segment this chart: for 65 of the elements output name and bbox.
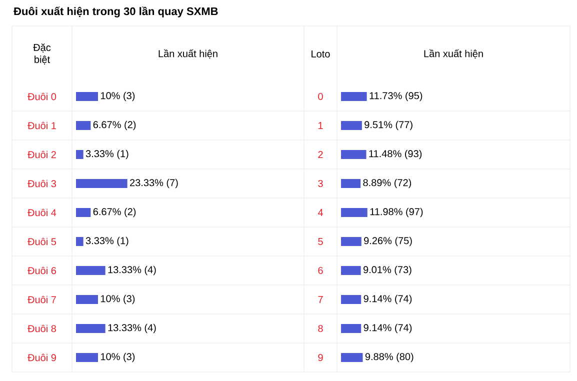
y-tick-label: 3 <box>318 180 323 188</box>
bar <box>76 237 84 246</box>
data-label: 9.14% (74) <box>364 324 412 334</box>
y-tick-label: 9 <box>318 354 323 362</box>
y-tick-label: 5 <box>318 238 323 245</box>
data-label: 10% (3) <box>100 294 135 304</box>
y-tick-label: Đuôi 3 <box>28 180 56 188</box>
bar <box>341 295 362 304</box>
y-tick-label: Đuôi 8 <box>28 324 56 332</box>
data-label: 10% (3) <box>100 92 135 102</box>
bar <box>341 92 367 101</box>
bar <box>341 324 362 333</box>
x-axis-title: Lần xuất hiện <box>158 49 218 59</box>
data-label: 3.33% (1) <box>86 150 128 160</box>
data-label: 9.26% (75) <box>364 236 412 246</box>
bar <box>76 92 98 101</box>
y-tick-label: 6 <box>318 266 323 274</box>
data-label: 10% (3) <box>100 352 135 362</box>
bar <box>341 150 366 160</box>
y-axis-title: Loto <box>312 50 330 58</box>
bar <box>76 150 84 160</box>
data-label: 11.98% (97) <box>370 208 423 218</box>
data-label: 11.73% (95) <box>370 92 422 102</box>
data-label: 13.33% (4) <box>108 324 156 334</box>
x-axis-title: Lần xuất hiện <box>424 49 483 59</box>
bar <box>341 179 361 188</box>
data-label: 6.67% (2) <box>93 120 136 130</box>
y-tick-label: 0 <box>318 92 323 100</box>
y-tick-label: 4 <box>318 209 323 216</box>
bar <box>341 208 368 217</box>
y-tick-label: 8 <box>318 324 323 332</box>
y-tick-label: Đuôi 6 <box>28 266 56 274</box>
data-label: 23.33% (7) <box>130 178 178 188</box>
y-tick-label: Đuôi 1 <box>28 122 56 130</box>
data-label: 13.33% (4) <box>108 266 156 276</box>
bar <box>76 121 91 130</box>
y-tick-label: Đuôi 0 <box>28 92 56 100</box>
data-label: 6.67% (2) <box>93 208 136 218</box>
bar <box>341 353 363 362</box>
chart-title: Đuôi xuất hiện trong 30 lần quay SXMB <box>14 6 218 18</box>
data-label: 9.88% (80) <box>365 352 414 362</box>
y-tick-label: 7 <box>318 296 323 303</box>
data-label: 9.01% (73) <box>364 266 412 276</box>
bar <box>76 353 98 362</box>
data-label: 3.33% (1) <box>86 236 128 246</box>
data-label: 8.89% (72) <box>363 178 412 188</box>
y-tick-label: 1 <box>318 122 323 129</box>
y-tick-label: Đuôi 9 <box>28 354 56 362</box>
bar <box>341 121 362 130</box>
y-tick-label: Đuôi 4 <box>28 208 56 216</box>
data-label: 9.14% (74) <box>364 294 412 304</box>
bar <box>341 266 361 275</box>
y-tick-label: Đuôi 7 <box>28 296 56 304</box>
bar <box>76 295 98 304</box>
y-tick-label: Đuôi 5 <box>28 238 56 246</box>
data-label: 11.48% (93) <box>369 150 422 160</box>
bar <box>76 179 128 188</box>
bar <box>76 324 106 333</box>
bar <box>76 266 106 275</box>
bar <box>341 237 362 246</box>
data-label: 9.51% (77) <box>364 120 412 130</box>
y-tick-label: Đuôi 2 <box>28 150 56 158</box>
y-axis-title: Đặc biệt <box>33 44 51 64</box>
y-tick-label: 2 <box>318 151 323 158</box>
bar <box>76 208 91 217</box>
